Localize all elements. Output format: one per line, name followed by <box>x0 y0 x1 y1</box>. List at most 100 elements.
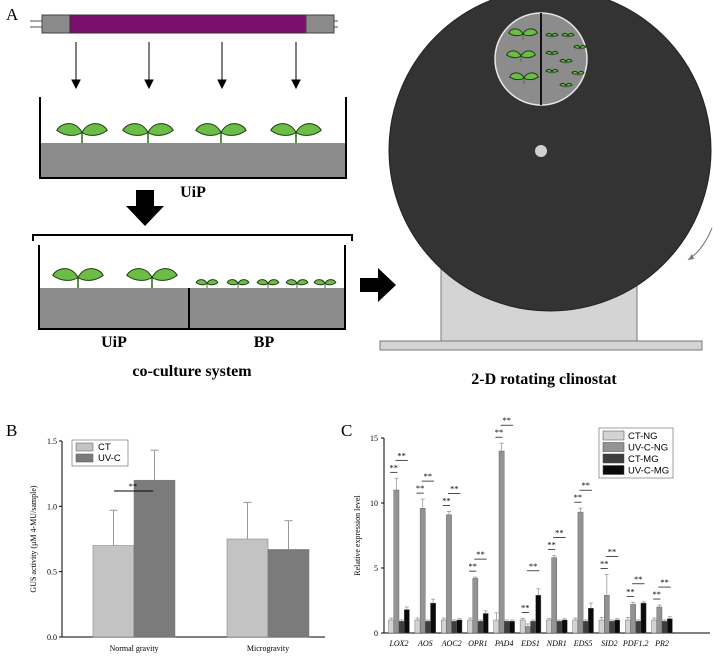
legend-swatch <box>602 465 625 475</box>
bar <box>267 549 310 638</box>
seedling-leaf-right <box>551 32 559 37</box>
seedling-leaf-left <box>226 279 239 286</box>
lamp-cap-left <box>41 14 71 34</box>
seedling <box>571 70 585 76</box>
seedling-leaf-right <box>551 68 559 73</box>
seedling <box>226 279 250 288</box>
seedling <box>507 28 539 40</box>
seedling-leaf-left <box>195 123 222 136</box>
bp-label: BP <box>254 334 275 351</box>
seedling <box>508 72 540 84</box>
uv-lamp <box>30 14 338 34</box>
x-tick-label: NDR1 <box>546 639 567 648</box>
bar <box>519 619 526 634</box>
seedling <box>256 279 280 288</box>
seedling-leaf-left <box>507 28 524 37</box>
significance-label: ** <box>468 561 477 571</box>
seedling <box>573 44 587 50</box>
bar <box>451 621 458 634</box>
bar <box>92 545 135 638</box>
bar <box>226 538 269 638</box>
bar <box>482 613 489 634</box>
x-tick-label: PDF1.2 <box>622 639 649 648</box>
seedling-leaf-left <box>126 268 153 281</box>
significance-label: ** <box>653 589 662 599</box>
legend-label: CT <box>98 442 111 453</box>
bar <box>419 508 426 634</box>
y-tick-label: 1.0 <box>47 502 57 511</box>
significance-label: ** <box>555 528 564 538</box>
bar <box>393 489 400 634</box>
seedling-leaf-left <box>505 50 522 59</box>
panel-b-chart: B 0.0 0.5 1.0 1.5 GUS activity (μM 4-MU/samp… <box>6 421 325 653</box>
bar <box>604 595 610 634</box>
seedling-leaf-left <box>559 58 567 63</box>
container-outline <box>38 245 346 330</box>
container-outline <box>39 97 347 179</box>
legend-swatch <box>602 442 625 452</box>
legend-label: UV-C-MG <box>628 466 669 477</box>
soil <box>41 143 345 177</box>
bar <box>588 608 594 634</box>
bar <box>388 619 395 634</box>
bar <box>446 514 452 634</box>
significance-label: ** <box>608 547 617 557</box>
seedling <box>126 268 178 288</box>
legend-swatch <box>75 442 94 452</box>
lamp-tube <box>69 14 307 34</box>
uv-arrows <box>71 42 301 90</box>
lamp-cap-right <box>305 14 335 34</box>
uip-container <box>39 97 347 179</box>
significance-label: ** <box>581 480 590 490</box>
y-tick-label: 0.5 <box>47 568 57 577</box>
seedling <box>545 50 559 56</box>
bar <box>556 621 563 634</box>
uip-label-bottom: UiP <box>101 334 127 351</box>
x-tick-label: SID2 <box>601 639 617 648</box>
bar <box>477 621 484 634</box>
seedling-leaf-right <box>567 32 575 37</box>
bar <box>425 621 431 634</box>
seedling <box>122 123 174 143</box>
panel-a-label: A <box>6 5 19 24</box>
seedling-leaf-left <box>573 44 581 49</box>
seedling-leaf-right <box>551 50 559 55</box>
bar <box>398 621 405 634</box>
seedling-leaf-right <box>577 70 585 75</box>
seedling-leaf-right <box>579 44 587 49</box>
bar <box>577 511 584 634</box>
bar <box>630 604 636 634</box>
bar <box>430 602 436 634</box>
significance-label: ** <box>424 471 433 481</box>
x-tick-label: EDS5 <box>573 639 593 648</box>
seedling-leaf-left <box>195 279 208 286</box>
clinostat-disk <box>388 0 712 312</box>
seedling-leaf-right <box>520 50 537 59</box>
bar <box>467 619 473 634</box>
bar <box>609 621 615 634</box>
legend-swatch <box>75 453 94 463</box>
coculture-seedlings <box>52 268 337 288</box>
seedling-leaf-left <box>270 123 297 136</box>
bar <box>598 619 605 634</box>
bar <box>582 621 589 634</box>
clinostat-base <box>379 340 703 351</box>
seedling-leaf-right <box>296 279 309 286</box>
seedling-leaf-right <box>81 123 108 136</box>
bar <box>667 618 673 634</box>
legend-label: UV-C-NG <box>628 443 668 454</box>
bar <box>572 619 579 634</box>
bar <box>133 479 176 638</box>
seedling-leaf-left <box>545 50 553 55</box>
seedling-leaf-right <box>220 123 247 136</box>
uip-seedlings <box>56 123 322 143</box>
y-tick-label: 0.0 <box>47 633 57 642</box>
seedling-leaf-right <box>267 279 280 286</box>
y-tick-label: 0 <box>374 629 378 638</box>
seedling <box>270 123 322 143</box>
x-tick-label: OPR1 <box>468 639 488 648</box>
seedling-leaf-right <box>324 279 337 286</box>
bar <box>472 578 479 634</box>
x-tick-label: Normal gravity <box>109 644 158 653</box>
bar <box>535 595 542 634</box>
